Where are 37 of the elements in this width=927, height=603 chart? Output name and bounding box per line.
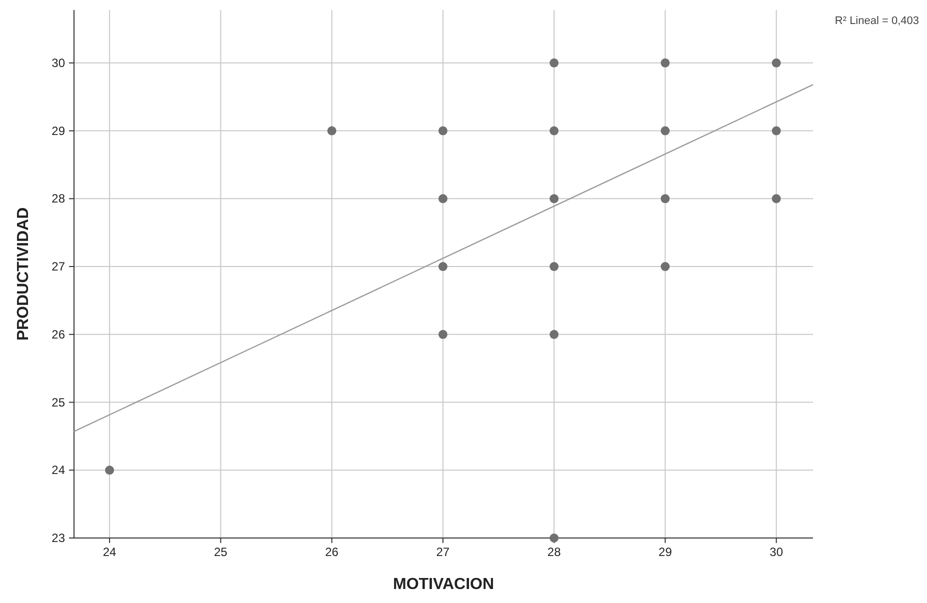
text: R² Lineal = 0,403	[834, 15, 919, 27]
x-tick-label: 25	[214, 545, 228, 559]
y-axis-title: PRODUCTIVIDAD	[15, 207, 32, 341]
point	[550, 194, 559, 204]
point	[660, 58, 670, 68]
y-tick-label: 26	[52, 327, 66, 342]
point	[550, 126, 559, 136]
point	[550, 534, 559, 542]
point	[550, 330, 559, 339]
point	[438, 262, 448, 272]
x-tick-label: 30	[770, 545, 784, 559]
point	[660, 262, 670, 272]
point	[327, 126, 336, 136]
point	[660, 126, 670, 136]
x-tick-label: 26	[325, 545, 339, 559]
y-tick-label: 29	[52, 124, 66, 138]
y-tick-label: 30	[52, 56, 66, 70]
point	[438, 126, 448, 136]
x-tick-label: 29	[658, 545, 672, 559]
y-tick-label: 25	[52, 395, 66, 410]
point	[772, 126, 781, 136]
y-tick-label: 24	[52, 463, 66, 478]
point	[438, 330, 448, 339]
x-axis-title: MOTIVACION	[392, 576, 494, 593]
x-tick-label: 27	[436, 545, 450, 559]
y-tick-label: 28	[52, 192, 66, 206]
point	[550, 262, 559, 272]
point	[105, 466, 114, 475]
point	[438, 194, 448, 204]
point	[550, 58, 559, 68]
point	[772, 58, 781, 68]
x-tick-label: 28	[547, 545, 562, 559]
point	[772, 194, 781, 204]
y-tick-label: 23	[52, 531, 66, 545]
point	[660, 194, 670, 204]
x-tick-label: 24	[102, 545, 117, 559]
y-tick-label: 27	[52, 260, 66, 274]
